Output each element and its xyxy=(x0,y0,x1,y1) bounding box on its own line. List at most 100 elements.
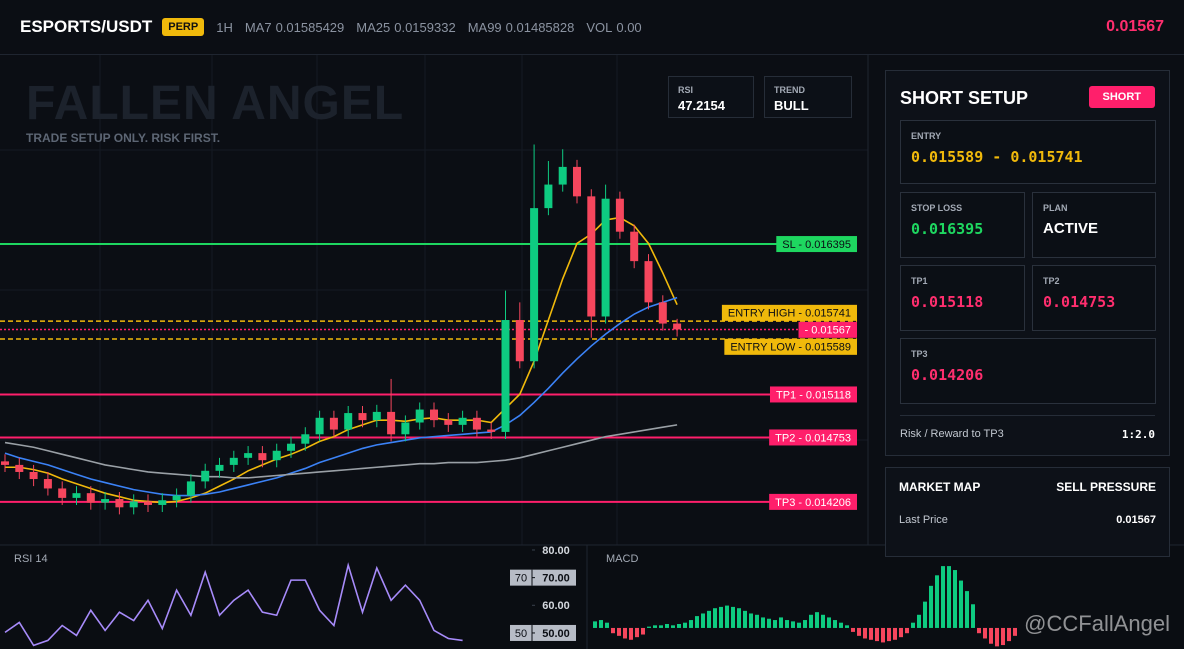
macd-bar xyxy=(809,614,813,628)
candle-body xyxy=(587,196,596,317)
tp2-card: TP2 0.014753 xyxy=(1032,265,1156,331)
macd-bar xyxy=(659,625,663,628)
entry-card: ENTRY 0.015589 - 0.015741 xyxy=(900,120,1156,184)
moving-average xyxy=(4,296,678,497)
macd-bar xyxy=(665,624,669,628)
card-value: ACTIVE xyxy=(1043,220,1099,237)
macd-bar xyxy=(953,570,957,628)
macd-bar xyxy=(719,606,723,628)
macd-bar xyxy=(629,627,633,640)
macd-bar xyxy=(635,627,639,638)
macd-bar xyxy=(821,614,825,628)
candle-body xyxy=(172,495,181,501)
macd-bar xyxy=(875,627,879,642)
candle-body xyxy=(501,320,510,432)
indicator-box: RSI 47.2154 xyxy=(668,76,754,118)
brand-subtitle: TRADE SETUP ONLY. RISK FIRST. xyxy=(26,131,221,145)
mm-title: MARKET MAP xyxy=(899,480,981,494)
vol-name: VOL xyxy=(586,19,613,35)
rsi-level-badge xyxy=(510,624,576,641)
macd-bar xyxy=(959,580,963,628)
card-label: ENTRY xyxy=(911,131,942,141)
macd-bar xyxy=(965,591,969,628)
ma25: MA25 0.0159332 xyxy=(356,20,455,35)
macd-bar xyxy=(743,610,747,628)
macd-bar xyxy=(827,617,831,628)
candle-body xyxy=(329,417,338,430)
macd-bar xyxy=(749,613,753,628)
card-value: 0.015589 - 0.015741 xyxy=(911,148,1083,166)
card-value: 0.014206 xyxy=(911,366,984,384)
macd-bar xyxy=(797,622,801,628)
ma7: MA7 0.01585429 xyxy=(245,20,344,35)
indicator-value: 47.2154 xyxy=(678,98,725,113)
candle-body xyxy=(129,501,138,508)
symbol: ESPORTS/USDT xyxy=(20,17,153,36)
candle-body xyxy=(58,488,67,498)
candle-body xyxy=(186,481,195,496)
candle-body xyxy=(229,457,238,465)
macd-bar xyxy=(623,627,627,639)
ma99: MA99 0.01485828 xyxy=(468,20,575,35)
macd-bar xyxy=(947,566,951,628)
last-price: 0.01567 xyxy=(1106,18,1164,35)
macd-bar xyxy=(617,627,621,636)
macd-bar xyxy=(881,627,885,643)
macd-bar xyxy=(647,626,651,628)
candle-body xyxy=(43,479,52,489)
setup-panel: SHORT SETUP SHORT ENTRY 0.015589 - 0.015… xyxy=(885,70,1170,456)
macd-bar xyxy=(1007,627,1011,642)
candle-body xyxy=(258,453,267,461)
moving-average xyxy=(5,216,678,504)
rsi-level-badge xyxy=(510,569,576,586)
macd-bar xyxy=(815,612,819,628)
mm-label: Last Price xyxy=(899,514,948,526)
indicator-label: TREND xyxy=(774,85,805,95)
level-label: ENTRY HIGH - 0.015741 xyxy=(728,308,851,320)
macd-bar xyxy=(791,621,795,628)
macd-bar xyxy=(893,627,897,640)
macd-bar xyxy=(671,625,675,628)
candle-body xyxy=(72,493,81,498)
y-tick-label: 70.00 xyxy=(542,573,570,585)
candle-body xyxy=(372,411,381,421)
moving-average xyxy=(4,424,678,479)
macd-bar xyxy=(779,617,783,628)
candle-body xyxy=(573,166,581,197)
ma-name: MA99 xyxy=(467,19,502,35)
side-badge[interactable]: SHORT xyxy=(1088,86,1155,108)
candle-body xyxy=(272,450,281,461)
contract-badge: PERP xyxy=(162,18,205,36)
candle-body xyxy=(401,422,410,435)
macd-bar xyxy=(833,620,837,628)
grid xyxy=(0,55,868,545)
candle-body xyxy=(244,453,253,458)
level-label: TP3 - 0.014206 xyxy=(775,497,851,509)
y-tick-label: 60.00 xyxy=(542,600,570,612)
macd-bar xyxy=(941,566,945,628)
candle-body xyxy=(387,411,396,435)
candle-body xyxy=(530,208,539,362)
plan-card: PLAN ACTIVE xyxy=(1032,192,1156,258)
macd-bar xyxy=(641,627,645,635)
macd-bar xyxy=(839,622,843,628)
ma-value: 0.01585429 xyxy=(275,19,345,35)
interval[interactable]: 1H xyxy=(216,19,233,35)
candle-body xyxy=(558,166,567,185)
candle-body xyxy=(115,499,124,508)
y-tick-label: 50.00 xyxy=(542,628,570,640)
card-value: 0.016395 xyxy=(911,220,984,238)
macd-title: MACD xyxy=(606,553,638,565)
macd-bar xyxy=(935,575,939,628)
macd-bar xyxy=(971,604,975,628)
card-label: STOP LOSS xyxy=(911,203,963,213)
level-label: - 0.01567 xyxy=(805,325,851,337)
macd-bar xyxy=(899,627,903,638)
level-label-bg xyxy=(769,429,857,446)
volume: VOL 0.00 xyxy=(586,20,641,35)
header: ESPORTS/USDT PERP 1H MA7 0.01585429 MA25 0… xyxy=(0,0,1184,55)
brand: FALLEN ANGEL TRADE SETUP ONLY. RISK FIRS… xyxy=(26,76,404,145)
indicator-value: BULL xyxy=(774,98,809,113)
level-label-bg xyxy=(769,386,857,403)
